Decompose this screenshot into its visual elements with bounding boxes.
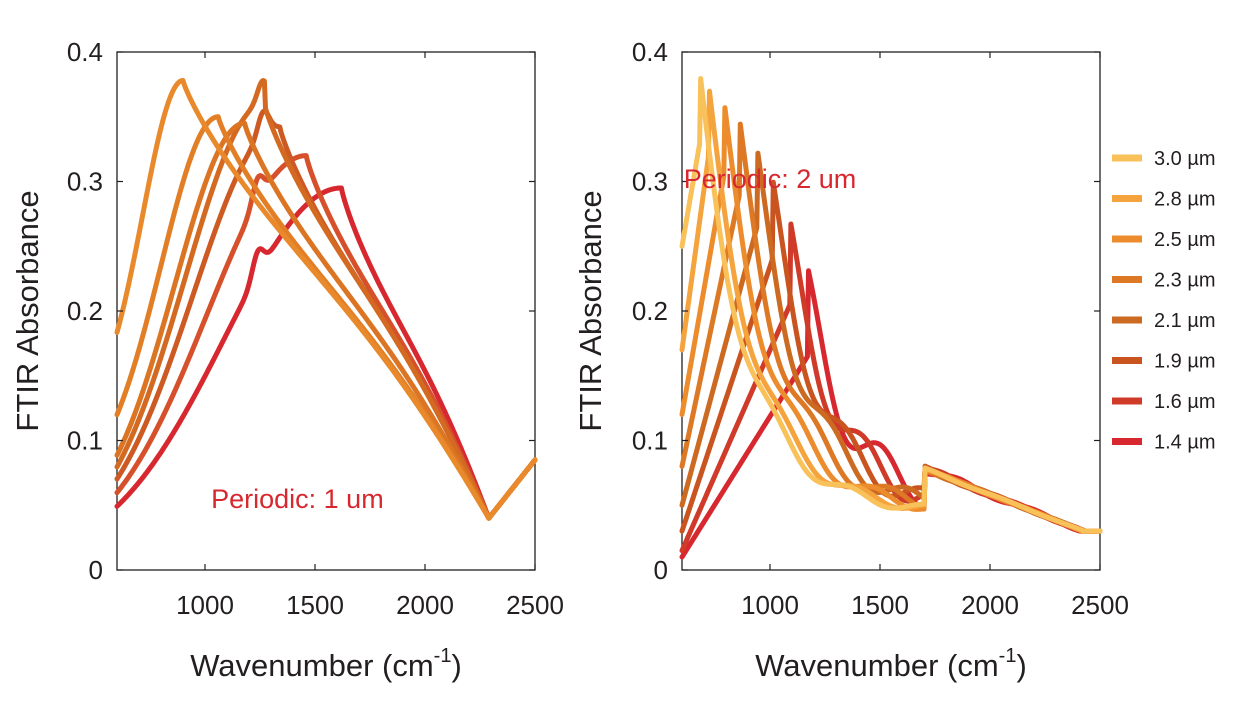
- series-line: [114, 78, 538, 521]
- legend-label: 3.0 µm: [1154, 148, 1216, 170]
- chart-periodic-2um: 1000 1500 2000 2500 0 0.1 0.2 0.3 0.4 Periodic:…: [573, 37, 1216, 683]
- x-tick-label: 2000: [961, 590, 1019, 620]
- y-axis-title: FTIR Absorbance: [10, 190, 45, 431]
- y-tick-label: 0.1: [632, 426, 668, 456]
- legend-label: 2.5 µm: [1154, 229, 1216, 251]
- legend-label: 1.6 µm: [1154, 391, 1216, 413]
- x-tick-label: 1000: [176, 590, 234, 620]
- series-group: [679, 76, 1103, 560]
- y-tick-label: 0.4: [632, 37, 668, 67]
- y-axis-title: FTIR Absorbance: [573, 190, 608, 431]
- series-line: [679, 76, 1103, 534]
- y-tick-label: 0.2: [67, 296, 103, 326]
- y-axis: 0 0.1 0.2 0.3 0.4: [632, 37, 1100, 585]
- y-tick-label: 0: [654, 555, 668, 585]
- plot-area-frame: [681, 51, 1101, 571]
- series-line: [114, 185, 538, 521]
- y-axis: 0 0.1 0.2 0.3 0.4: [67, 37, 535, 585]
- y-tick-label: 0.3: [67, 167, 103, 197]
- y-tick-label: 0: [89, 555, 103, 585]
- x-tick-label: 2000: [396, 590, 454, 620]
- y-tick-label: 0.3: [632, 167, 668, 197]
- chart-annotation: Periodic: 1 um: [211, 484, 384, 514]
- chart-annotation: Periodic: 2 um: [684, 164, 857, 194]
- legend-label: 2.3 µm: [1154, 270, 1216, 292]
- series-line: [114, 114, 538, 521]
- x-axis-title: Wavenumber (cm-1): [190, 645, 462, 683]
- x-tick-label: 1000: [741, 590, 799, 620]
- series-line: [114, 108, 538, 521]
- x-axis: 1000 1500 2000 2500: [176, 52, 564, 620]
- x-tick-label: 1500: [851, 590, 909, 620]
- legend-label: 1.4 µm: [1154, 432, 1216, 454]
- x-tick-label: 2500: [1071, 590, 1129, 620]
- series-group: [114, 78, 538, 521]
- legend-label: 2.1 µm: [1154, 310, 1216, 332]
- series-line: [114, 78, 538, 521]
- chart-periodic-1um: 1000 1500 2000 2500 0 0.1 0.2 0.3 0.4 Periodic:…: [10, 37, 564, 683]
- x-axis-title: Wavenumber (cm-1): [755, 645, 1027, 683]
- x-axis: 1000 1500 2000 2500: [741, 52, 1129, 620]
- y-tick-label: 0.1: [67, 426, 103, 456]
- y-tick-label: 0.2: [632, 296, 668, 326]
- legend: 3.0 µm 2.8 µm 2.5 µm 2.3 µm 2.1 µm 1.9 µm 1.6 …: [1112, 148, 1216, 454]
- x-tick-label: 1500: [286, 590, 344, 620]
- series-line: [114, 120, 538, 521]
- legend-label: 1.9 µm: [1154, 351, 1216, 373]
- x-tick-label: 2500: [506, 590, 564, 620]
- y-tick-label: 0.4: [67, 37, 103, 67]
- legend-label: 2.8 µm: [1154, 189, 1216, 211]
